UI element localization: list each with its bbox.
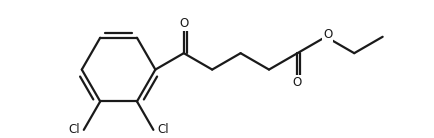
Text: O: O (323, 28, 332, 41)
Text: Cl: Cl (158, 123, 169, 136)
Text: O: O (179, 17, 188, 30)
Text: Cl: Cl (68, 123, 80, 136)
Text: O: O (293, 76, 302, 89)
